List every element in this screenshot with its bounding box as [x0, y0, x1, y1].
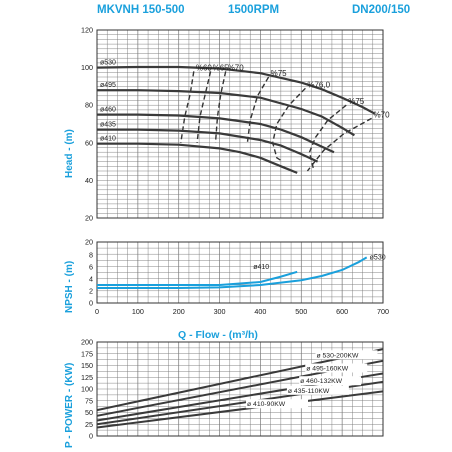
- power-label-bg: [305, 363, 368, 373]
- head-curve-label: ø530: [100, 60, 116, 67]
- power-tick-label: 50: [85, 408, 93, 417]
- grid-lines: [96, 241, 384, 304]
- efficiency-label: %65: [213, 63, 230, 72]
- efficiency-label: %60: [196, 63, 213, 72]
- flow-tick-label: 500: [295, 307, 307, 316]
- chart-speed-title: 1500RPM: [228, 4, 280, 16]
- head-tick-label: 60: [85, 138, 93, 147]
- chart-model-title: MKVNH 150-500: [97, 4, 185, 16]
- power-tick-label: 75: [85, 396, 93, 405]
- npsh-tick-label: 4: [89, 275, 93, 284]
- power-label-bg: [246, 399, 309, 409]
- efficiency-label: %76,0: [307, 80, 330, 89]
- plot-frame: [96, 341, 384, 437]
- power-tick-label: 150: [81, 361, 93, 370]
- plot-frame: [96, 241, 384, 304]
- grid-lines: [96, 29, 384, 219]
- head-tick-label: 120: [81, 26, 93, 35]
- head-curve-label: ø410: [100, 136, 116, 143]
- npsh-tick-label: 6: [89, 263, 93, 272]
- head-curve: [96, 65, 376, 115]
- npsh-axis-title: NPSH - (m): [64, 261, 75, 313]
- efficiency-line: [306, 117, 372, 172]
- head-axis-title: Head - (m): [64, 129, 75, 178]
- efficiency-label: %70: [374, 110, 391, 119]
- head-curve: [97, 128, 319, 163]
- power-curve-label: ø 410-90KW: [247, 401, 286, 408]
- npsh-curve-label: ø410: [253, 264, 269, 271]
- efficiency-line: [214, 71, 227, 143]
- flow-tick-label: 300: [214, 307, 226, 316]
- efficiency-label: %75: [348, 97, 365, 106]
- npsh-curve-label: ø530: [370, 254, 386, 261]
- efficiency-label: %75: [271, 69, 288, 78]
- power-tick-label: 0: [89, 432, 93, 441]
- power-curve-label: ø 530-200KW: [316, 352, 359, 359]
- flow-tick-label: 700: [377, 307, 389, 316]
- power-curve-label: ø 495-160KW: [306, 365, 349, 372]
- flow-tick-label: 0: [95, 307, 99, 316]
- power-label-bg: [299, 376, 362, 386]
- power-tick-label: 200: [81, 338, 93, 347]
- power-curve: [96, 390, 384, 429]
- head-curve: [97, 89, 355, 137]
- power-tick-label: 175: [81, 349, 93, 358]
- npsh-tick-label: 0: [89, 299, 93, 308]
- head-tick-label: 80: [85, 101, 93, 110]
- power-tick-label: 100: [81, 385, 93, 394]
- flow-axis-title: Q - Flow - (m³/h): [178, 329, 258, 341]
- head-curve-label: ø495: [100, 82, 116, 89]
- power-curve-label: ø 435-110KW: [288, 388, 330, 395]
- efficiency-label: %70: [228, 63, 245, 72]
- efficiency-line: [180, 71, 195, 143]
- flow-tick-label: 400: [254, 307, 266, 316]
- power-tick-label: 25: [85, 420, 93, 429]
- npsh-curve: [97, 256, 368, 289]
- flow-tick-label: 100: [132, 307, 144, 316]
- head-curve-label: ø435: [100, 122, 116, 129]
- npsh-tick-label: 2: [89, 287, 93, 296]
- head-tick-label: 20: [85, 214, 93, 223]
- power-curve-label: ø 460-132KW: [300, 378, 343, 385]
- head-curve: [97, 142, 298, 174]
- efficiency-line: [271, 87, 306, 163]
- chart-size-title: DN200/150: [352, 4, 411, 16]
- power-label-bg: [315, 350, 378, 360]
- flow-tick-label: 600: [336, 307, 348, 316]
- flow-tick-label: 200: [173, 307, 185, 316]
- npsh-tick-label: 8: [89, 251, 93, 260]
- power-label-bg: [286, 385, 349, 395]
- efficiency-line: [196, 71, 212, 143]
- head-tick-label: 100: [81, 63, 93, 72]
- head-tick-label: 40: [85, 176, 93, 185]
- npsh-curve: [97, 270, 298, 286]
- efficiency-line: [246, 76, 270, 143]
- power-axis-title: P - POWER - (KW): [64, 363, 75, 448]
- head-curve-label: ø460: [100, 107, 116, 114]
- power-tick-label: 125: [81, 373, 93, 382]
- head-curve: [97, 113, 335, 154]
- npsh-tick-label: 20: [85, 238, 93, 247]
- plot-frame: [96, 29, 384, 219]
